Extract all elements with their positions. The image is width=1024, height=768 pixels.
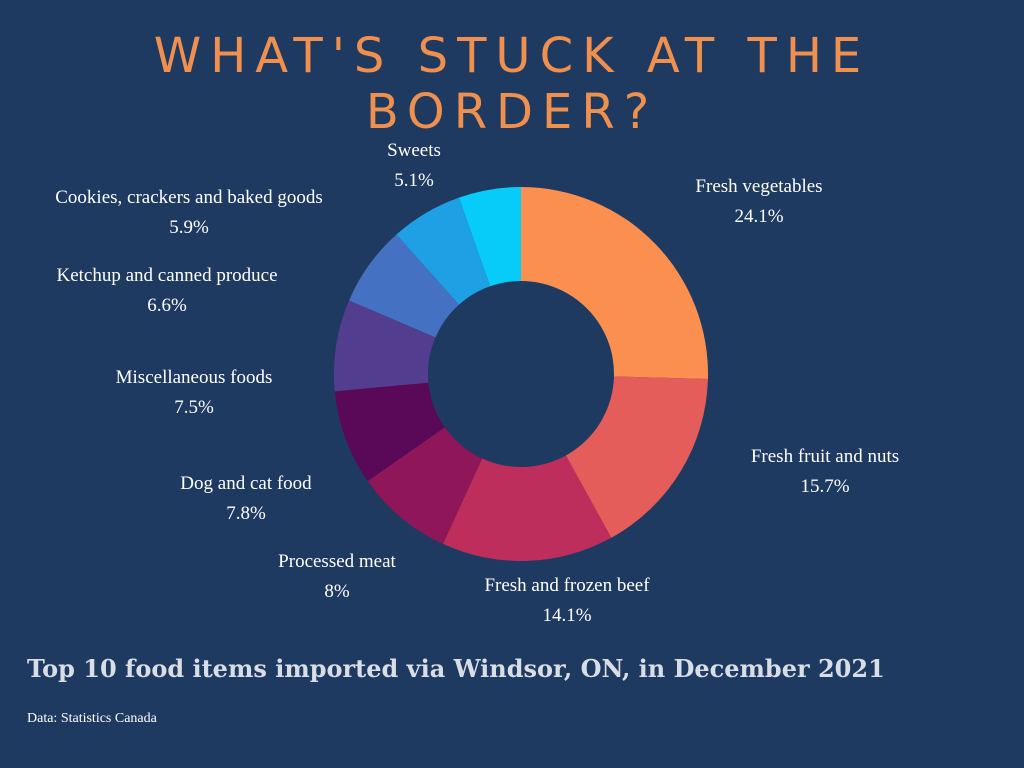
label-fresh-fruit-and-nuts: Fresh fruit and nuts 15.7% (751, 442, 899, 502)
slice-fresh-vegetables (521, 187, 708, 379)
slice-cookies-crackers-and-baked-goods (396, 197, 491, 305)
data-source: Data: Statistics Canada (27, 711, 157, 726)
label-name: Ketchup and canned produce (56, 265, 278, 286)
label-value: 7.5% (174, 397, 214, 418)
label-miscellaneous-foods: Miscellaneous foods 7.5% (116, 363, 273, 423)
title-line-2: BORDER? (365, 84, 659, 140)
label-value: 7.8% (226, 503, 266, 524)
label-name: Fresh and frozen beef (484, 575, 650, 596)
label-value: 14.1% (542, 605, 592, 626)
slice-sweets (458, 187, 521, 287)
label-dog-and-cat-food: Dog and cat food 7.8% (180, 469, 311, 529)
label-name: Dog and cat food (180, 473, 312, 494)
label-value: 6.6% (147, 295, 187, 316)
label-name: Fresh vegetables (695, 176, 823, 197)
label-name: Miscellaneous foods (115, 367, 273, 388)
label-fresh-vegetables: Fresh vegetables 24.1% (695, 172, 822, 232)
slice-processed-meat (367, 427, 483, 544)
label-name: Processed meat (278, 551, 396, 572)
slice-miscellaneous-foods (334, 300, 436, 392)
chart-title: WHAT'S STUCK AT THE BORDER? (0, 28, 1024, 140)
label-processed-meat: Processed meat 8% (278, 547, 396, 607)
label-ketchup-and-canned-produce: Ketchup and canned produce 6.6% (56, 261, 277, 321)
label-name: Sweets (387, 140, 441, 161)
label-value: 5.9% (169, 217, 209, 238)
label-name: Fresh fruit and nuts (750, 446, 900, 467)
label-value: 24.1% (734, 206, 784, 227)
slice-dog-and-cat-food (334, 382, 445, 482)
label-sweets: Sweets 5.1% (387, 136, 441, 196)
label-value: 8% (324, 581, 350, 602)
chart-subtitle: Top 10 food items imported via Windsor, … (27, 654, 885, 683)
slice-ketchup-and-canned-produce (349, 234, 460, 338)
slice-fresh-and-frozen-beef (442, 455, 612, 561)
slice-fresh-fruit-and-nuts (565, 376, 708, 538)
label-value: 15.7% (800, 476, 850, 497)
label-cookies-crackers-baked-goods: Cookies, crackers and baked goods 5.9% (55, 183, 323, 243)
label-fresh-and-frozen-beef: Fresh and frozen beef 14.1% (484, 571, 649, 631)
label-name: Cookies, crackers and baked goods (55, 187, 323, 208)
label-value: 5.1% (394, 170, 434, 191)
title-line-1: WHAT'S STUCK AT THE (153, 28, 871, 84)
